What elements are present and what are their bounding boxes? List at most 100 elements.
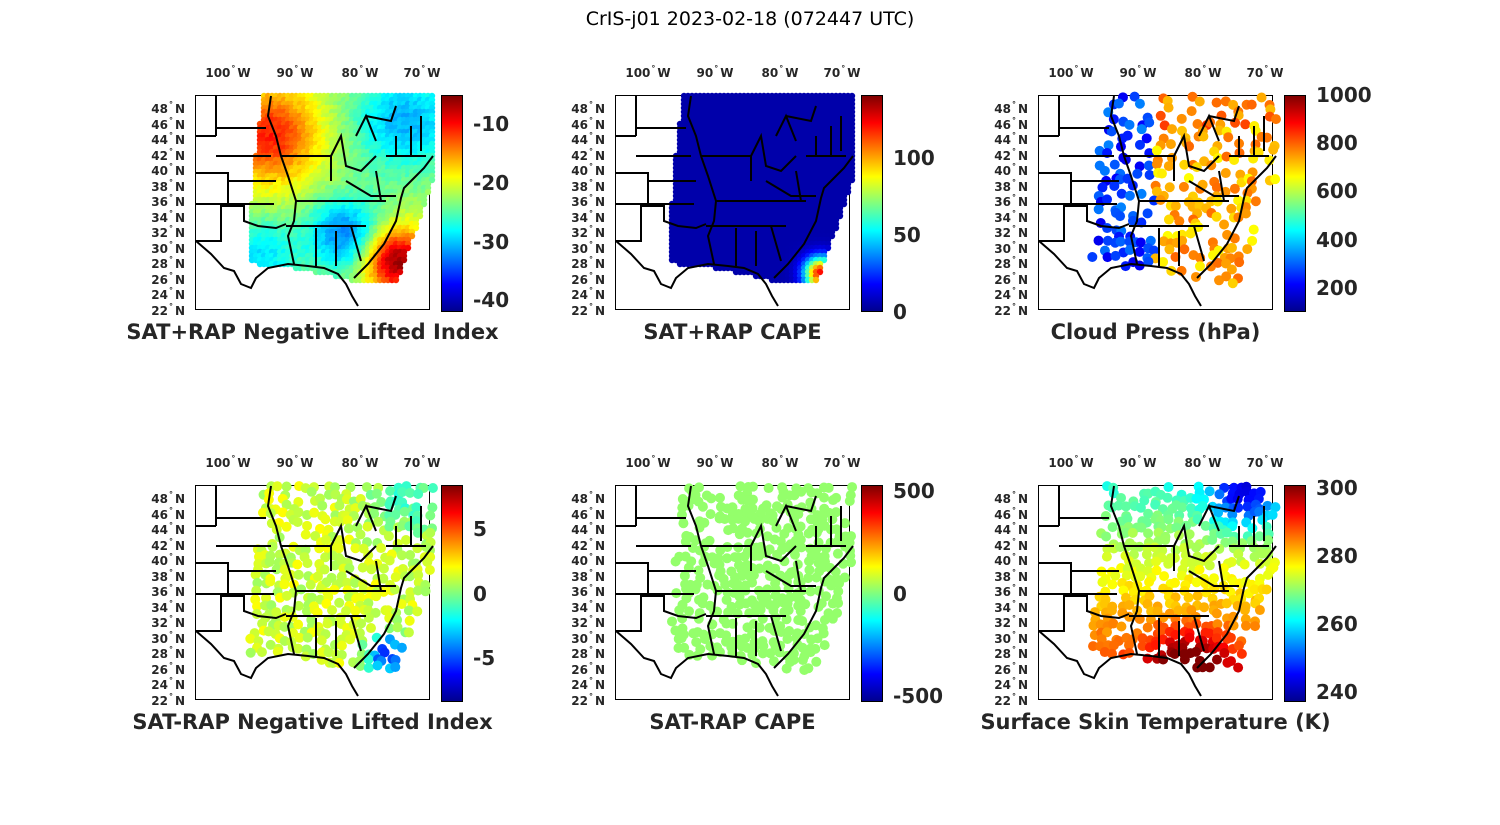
data-point — [779, 556, 790, 567]
data-point — [1176, 113, 1187, 124]
data-point — [747, 649, 758, 660]
data-point — [1141, 133, 1152, 144]
data-point — [747, 481, 758, 492]
data-point — [1093, 204, 1104, 215]
colorbar-tick-label: -20 — [473, 170, 510, 195]
data-point — [1265, 104, 1276, 115]
data-point — [670, 556, 681, 567]
data-point — [334, 500, 345, 511]
data-point — [1093, 235, 1104, 246]
data-point — [302, 558, 313, 569]
lat-tick-label: 30° N — [571, 239, 605, 256]
data-point — [819, 640, 830, 651]
data-point — [1148, 245, 1159, 256]
data-point — [776, 627, 787, 638]
data-point — [265, 576, 276, 587]
data-point — [266, 600, 277, 611]
data-point — [335, 516, 346, 527]
data-point — [676, 633, 687, 644]
data-point — [1116, 188, 1127, 199]
data-point — [1135, 237, 1146, 248]
data-point — [323, 647, 334, 658]
colorbar-tick-label: 0 — [893, 300, 907, 324]
data-point — [412, 224, 420, 232]
lat-tick-label: 46° N — [151, 115, 185, 132]
data-point — [674, 605, 685, 616]
data-point — [1143, 160, 1154, 171]
data-point — [296, 584, 307, 595]
data-point — [758, 641, 769, 652]
data-point — [265, 639, 276, 650]
state-boundaries — [195, 485, 434, 697]
data-point — [1102, 252, 1113, 263]
lat-tick-label: 46° N — [994, 115, 1028, 132]
data-point — [343, 523, 354, 534]
lon-tick-label: 80° W — [341, 454, 379, 470]
data-point — [1235, 169, 1246, 180]
data-point — [405, 487, 416, 498]
data-point — [831, 492, 842, 503]
data-point — [336, 640, 347, 651]
lon-tick-label: 100° W — [205, 454, 251, 470]
data-point — [1270, 174, 1281, 185]
data-point — [844, 188, 852, 196]
data-point — [293, 619, 304, 630]
lat-tick-label: 48° N — [151, 490, 185, 506]
data-point — [1228, 99, 1239, 110]
data-point — [782, 634, 793, 645]
data-point — [1106, 126, 1117, 137]
data-point — [300, 544, 311, 555]
colorbar-tick-label: -40 — [473, 288, 510, 313]
data-point — [846, 557, 857, 568]
data-point — [1186, 106, 1197, 117]
data-point — [396, 642, 407, 653]
data-point — [1136, 188, 1147, 199]
data-point — [1113, 98, 1124, 109]
data-point — [279, 579, 290, 590]
data-point — [1227, 278, 1238, 289]
data-point — [670, 625, 681, 636]
data-point — [795, 606, 806, 617]
lat-tick-label: 38° N — [571, 177, 605, 194]
data-point — [413, 488, 424, 499]
data-point — [355, 592, 366, 603]
data-point — [1211, 97, 1222, 108]
data-point — [804, 556, 815, 567]
data-point — [267, 541, 278, 552]
data-point — [819, 615, 830, 626]
data-point — [797, 642, 808, 653]
data-point — [833, 598, 844, 609]
colorbar-tick-label: 1000 — [1316, 83, 1372, 107]
data-point — [706, 493, 717, 504]
data-point — [293, 569, 304, 580]
data-point — [383, 605, 394, 616]
data-point — [1240, 119, 1251, 130]
lat-tick-label: 24° N — [151, 286, 185, 302]
data-point — [392, 614, 403, 625]
data-point — [754, 516, 765, 527]
data-point — [678, 518, 689, 529]
data-point — [1226, 242, 1237, 253]
data-point — [679, 570, 690, 581]
data-point — [1211, 182, 1222, 193]
data-point — [369, 508, 380, 519]
data-point — [400, 256, 408, 264]
data-point — [832, 224, 840, 232]
data-point — [271, 607, 282, 618]
data-point — [405, 587, 416, 598]
data-point — [728, 523, 739, 534]
lon-tick-label: 70° W — [823, 64, 861, 80]
data-point — [355, 529, 366, 540]
data-point — [754, 622, 765, 633]
data-point — [427, 482, 438, 493]
data-point — [1246, 176, 1257, 187]
data-point — [334, 658, 345, 669]
colorbar — [1284, 95, 1306, 312]
lat-tick-label: 34° N — [571, 208, 605, 225]
lat-tick-label: 36° N — [151, 193, 185, 209]
data-point — [245, 633, 256, 644]
data-point — [812, 276, 820, 284]
lat-tick-label: 32° N — [994, 224, 1028, 240]
data-point — [1211, 211, 1222, 222]
data-point — [797, 615, 808, 626]
